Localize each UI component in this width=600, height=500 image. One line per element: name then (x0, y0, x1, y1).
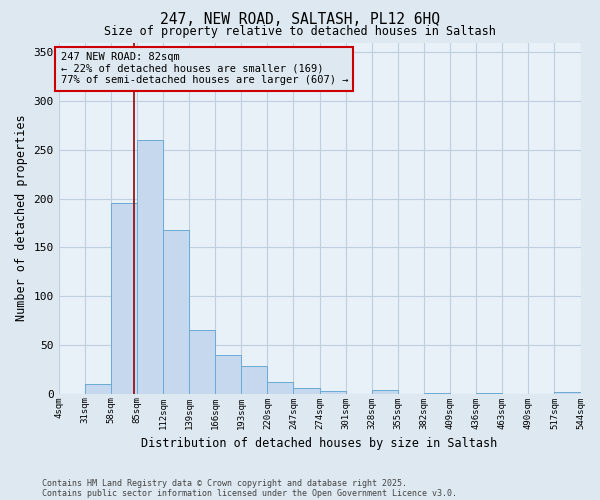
Text: 247 NEW ROAD: 82sqm
← 22% of detached houses are smaller (169)
77% of semi-detac: 247 NEW ROAD: 82sqm ← 22% of detached ho… (61, 52, 348, 86)
Bar (163, 230, 189, 394)
Text: Contains public sector information licensed under the Open Government Licence v3: Contains public sector information licen… (42, 488, 457, 498)
Bar (189, 330, 215, 394)
Bar (293, 388, 320, 394)
Bar (137, 140, 163, 394)
Bar (424, 392, 450, 394)
X-axis label: Distribution of detached houses by size in Saltash: Distribution of detached houses by size … (142, 437, 498, 450)
Text: 247, NEW ROAD, SALTASH, PL12 6HQ: 247, NEW ROAD, SALTASH, PL12 6HQ (160, 12, 440, 28)
Bar (215, 354, 241, 394)
Y-axis label: Number of detached properties: Number of detached properties (15, 115, 28, 322)
Bar (554, 392, 581, 394)
Bar (111, 204, 137, 394)
Bar (85, 384, 111, 394)
Bar (320, 390, 346, 394)
Text: Size of property relative to detached houses in Saltash: Size of property relative to detached ho… (104, 25, 496, 38)
Bar (372, 390, 398, 394)
Bar (476, 392, 502, 394)
Text: Contains HM Land Registry data © Crown copyright and database right 2025.: Contains HM Land Registry data © Crown c… (42, 478, 407, 488)
Bar (268, 382, 293, 394)
Bar (241, 366, 268, 394)
